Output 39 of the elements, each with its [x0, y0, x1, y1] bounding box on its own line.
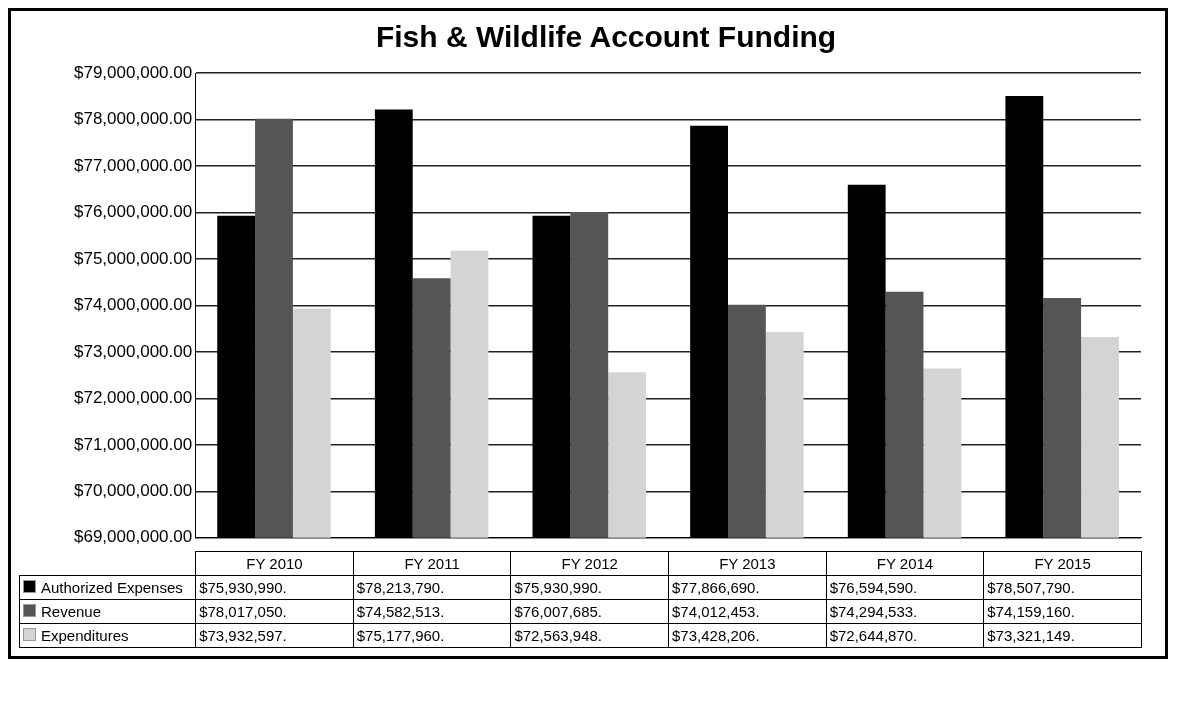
data-label: $72,644,870.: [826, 623, 984, 648]
y-tick-label: $77,000,000.00: [74, 155, 193, 175]
y-tick-label: $75,000,000.00: [74, 248, 193, 268]
data-label: $73,428,206.: [668, 623, 827, 648]
x-tick-label: FY 2011: [353, 551, 511, 576]
data-label: $77,866,690.: [668, 575, 827, 600]
chart-title: Fish & Wildlife Account Funding: [375, 20, 837, 54]
y-tick-label: $71,000,000.00: [74, 434, 193, 454]
data-label: $76,594,590.: [826, 575, 984, 600]
data-label: $73,321,149.: [983, 623, 1142, 648]
x-tick-label: FY 2015: [983, 551, 1142, 576]
data-label: $75,930,990.: [510, 575, 669, 600]
x-tick-label: FY 2013: [668, 551, 827, 576]
legend-label: Revenue: [41, 603, 102, 620]
y-tick-label: $74,000,000.00: [74, 295, 193, 315]
data-label: $78,017,050.: [195, 599, 354, 624]
data-label: $73,932,597.: [195, 623, 354, 648]
data-label: $78,507,790.: [983, 575, 1142, 600]
data-label: $75,177,960.: [353, 623, 511, 648]
x-tick-label: FY 2012: [510, 551, 669, 576]
x-tick-label: FY 2010: [195, 551, 354, 576]
data-label: $74,582,513.: [353, 599, 511, 624]
data-label: $74,012,453.: [668, 599, 827, 624]
legend-label: Expenditures: [41, 627, 129, 644]
data-label: $72,563,948.: [510, 623, 669, 648]
y-tick-label: $73,000,000.00: [74, 341, 193, 361]
y-tick-label: $76,000,000.00: [74, 202, 193, 222]
data-label: $74,294,533.: [826, 599, 984, 624]
data-label: $76,007,685.: [510, 599, 669, 624]
y-tick-label: $69,000,000.00: [74, 527, 193, 547]
y-tick-label: $72,000,000.00: [74, 388, 193, 408]
y-tick-label: $78,000,000.00: [74, 109, 193, 129]
legend-label: Authorized Expenses: [41, 579, 183, 596]
x-tick-label: FY 2014: [826, 551, 984, 576]
data-label: $78,213,790.: [353, 575, 511, 600]
data-label: $75,930,990.: [195, 575, 354, 600]
data-label: $74,159,160.: [983, 599, 1142, 624]
y-tick-label: $79,000,000.00: [74, 62, 193, 82]
y-tick-label: $70,000,000.00: [74, 481, 193, 501]
